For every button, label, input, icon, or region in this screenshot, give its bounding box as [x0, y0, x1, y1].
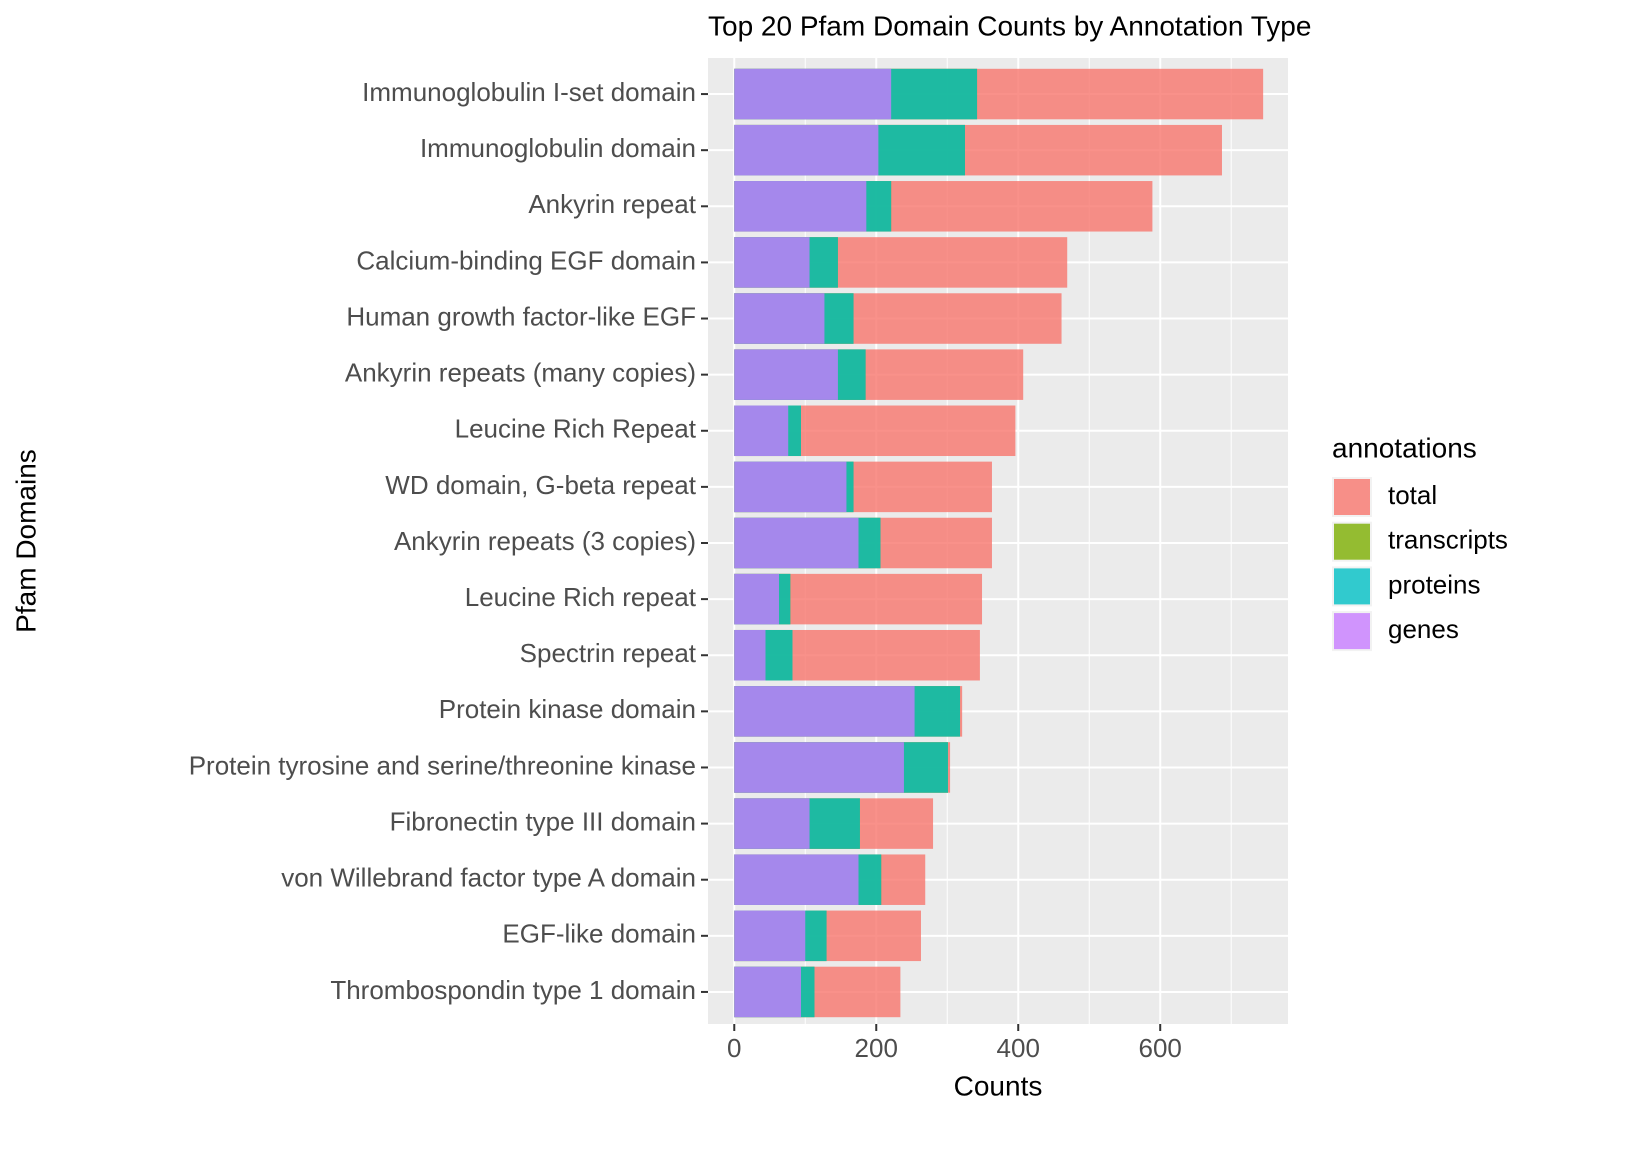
y-tick-label: von Willebrand factor type A domain: [281, 863, 696, 893]
y-tick-label: WD domain, G-beta repeat: [385, 470, 696, 500]
legend-label: proteins: [1388, 569, 1481, 599]
x-tick-label: 200: [855, 1033, 898, 1063]
y-tick-label: Human growth factor-like EGF: [346, 301, 696, 331]
bar: [734, 461, 847, 513]
x-tick-label: 400: [997, 1033, 1040, 1063]
bar: [734, 349, 838, 400]
legend-swatch: [1334, 523, 1370, 560]
bar: [734, 405, 789, 457]
bar: [734, 798, 810, 849]
y-tick-label: Thrombospondin type 1 domain: [330, 975, 696, 1005]
legend-label: transcripts: [1388, 525, 1508, 555]
legend-label: total: [1388, 480, 1437, 510]
y-axis-title: Pfam Domains: [10, 449, 41, 633]
y-tick-label: Ankyrin repeats (3 copies): [394, 526, 696, 556]
legend-swatch: [1334, 568, 1370, 605]
y-tick-label: Ankyrin repeats (many copies): [345, 358, 696, 388]
bar: [734, 517, 859, 569]
y-tick-label: Leucine Rich repeat: [465, 582, 697, 612]
y-tick-label: Protein tyrosine and serine/threonine ki…: [189, 750, 696, 780]
y-tick-label: Calcium-binding EGF domain: [356, 245, 696, 275]
y-tick-label: Protein kinase domain: [439, 694, 696, 724]
y-tick-label: Spectrin repeat: [520, 638, 697, 668]
x-axis-title: Counts: [954, 1070, 1043, 1101]
y-tick-label: Leucine Rich Repeat: [455, 414, 697, 444]
y-tick-label: Fibronectin type III domain: [390, 806, 696, 836]
bar: [734, 686, 915, 737]
y-tick-label: Immunoglobulin domain: [420, 133, 696, 163]
x-tick-label: 0: [727, 1033, 741, 1063]
bar: [734, 573, 779, 625]
legend-swatch: [1334, 479, 1370, 515]
bar: [734, 854, 859, 905]
y-tick-label: EGF-like domain: [502, 919, 696, 949]
legend-label: genes: [1388, 614, 1459, 644]
legend-swatch: [1334, 613, 1370, 650]
bar: [734, 237, 810, 288]
legend-title: annotations: [1332, 432, 1477, 463]
x-tick-label: 600: [1139, 1033, 1182, 1063]
bar: [734, 68, 892, 120]
bar: [734, 910, 806, 962]
bar: [734, 124, 879, 176]
y-tick-label: Ankyrin repeat: [528, 189, 696, 219]
bar: [734, 629, 766, 681]
bar: [734, 181, 867, 232]
chart-title: Top 20 Pfam Domain Counts by Annotation …: [708, 10, 1311, 41]
bar: [734, 293, 825, 344]
bar: [734, 966, 801, 1018]
y-tick-label: Immunoglobulin I-set domain: [362, 77, 696, 107]
bar: [734, 742, 904, 793]
